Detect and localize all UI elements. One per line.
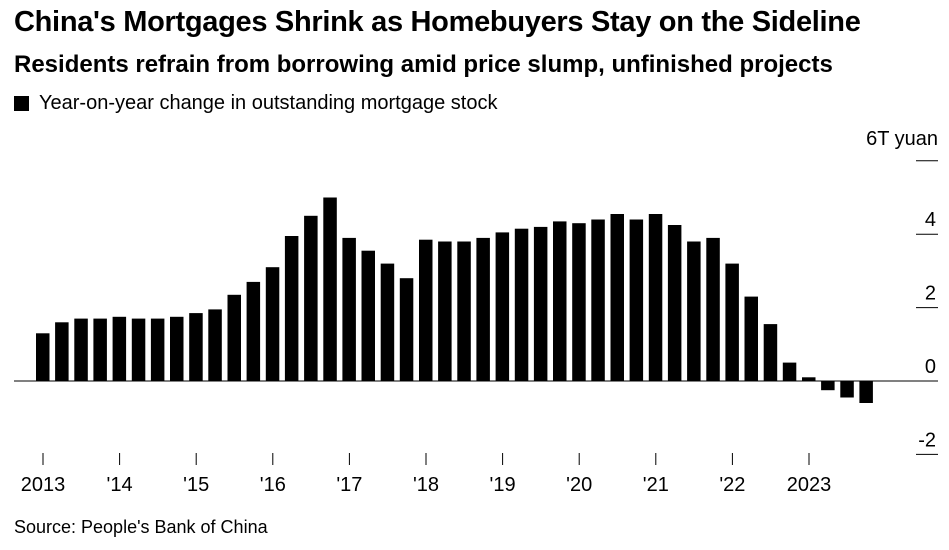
bar [361,250,375,381]
x-tick-label: 2013 [21,474,66,496]
y-tick-label: 2 [925,283,936,305]
bar [533,226,548,381]
bar [150,318,165,381]
bar [495,232,510,381]
bar [304,215,318,381]
bar [610,214,624,381]
bar [648,214,663,381]
source-note: Source: People's Bank of China [14,517,268,537]
bar [859,381,873,403]
bar [572,223,586,381]
x-tick-label: '16 [260,474,286,496]
x-tick-label: '19 [490,474,516,496]
bar [782,362,797,381]
bar [706,237,720,381]
x-tick-label: '15 [183,474,209,496]
bar [399,278,414,381]
bar [93,318,107,381]
bar [744,296,758,381]
bar [246,281,261,381]
bar [265,267,280,381]
bar [208,309,222,381]
legend: Year-on-year change in outstanding mortg… [14,92,497,115]
bar [591,219,605,381]
x-tick-label: '14 [107,474,133,496]
bar [342,237,356,381]
bar [821,381,835,391]
bar [323,197,337,381]
y-tick-label: 4 [925,209,936,231]
x-tick-label: '18 [413,474,439,496]
x-tick-label: '22 [719,474,745,496]
bar [419,239,433,381]
bar [380,263,395,381]
bar [112,316,127,381]
bar [227,294,241,381]
chart-subtitle: Residents refrain from borrowing amid pr… [14,51,833,78]
bar [802,377,816,381]
bar [725,263,739,381]
legend-label: Year-on-year change in outstanding mortg… [39,92,498,114]
bar [763,324,778,381]
bar [840,381,854,398]
bar [629,219,644,381]
y-axis-unit-label: 6T yuan [866,128,938,150]
bar [55,322,69,381]
bar [74,318,88,381]
bar [438,241,452,381]
bar [687,241,701,381]
bar [476,237,490,381]
bar [553,221,567,381]
bar [667,225,682,381]
bar [131,318,146,381]
bar [36,333,50,381]
y-tick-label: 0 [925,356,936,378]
bar [189,313,203,381]
x-tick-label: 2023 [787,474,832,496]
bar [457,241,471,381]
bar [514,228,529,381]
chart-title: China's Mortgages Shrink as Homebuyers S… [14,6,861,38]
x-tick-label: '17 [336,474,362,496]
x-tick-label: '20 [566,474,592,496]
bar [284,236,299,381]
legend-swatch [14,96,29,111]
y-tick-label: -2 [918,429,936,451]
x-tick-label: '21 [643,474,669,496]
bar [170,316,184,381]
